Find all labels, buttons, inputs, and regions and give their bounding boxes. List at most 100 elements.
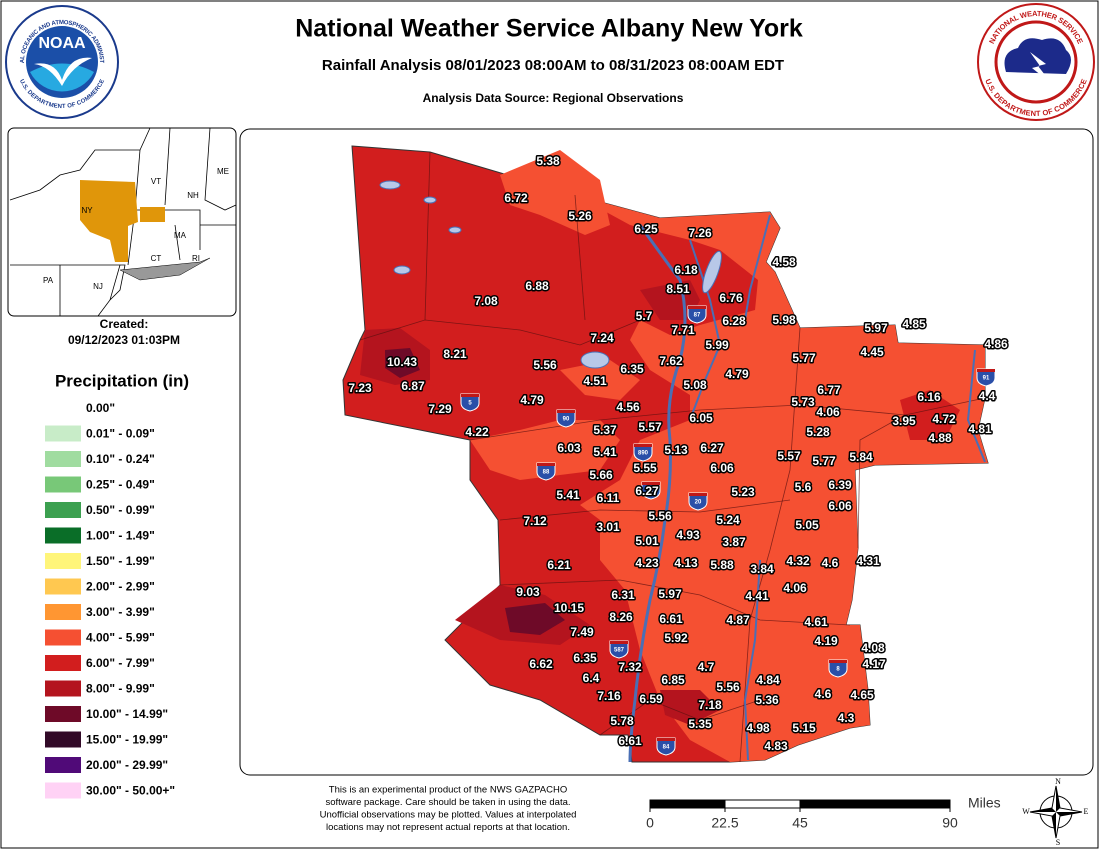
highway-number: 84 — [663, 745, 670, 751]
legend-swatch — [45, 578, 81, 595]
scale-unit: Miles — [968, 795, 1001, 811]
highway-number: 90 — [563, 417, 570, 423]
scale-segment — [724, 799, 801, 809]
legend-swatch — [45, 757, 81, 773]
disclaimer: This is an experimental product of the N… — [320, 785, 577, 834]
highway-number: 20 — [695, 500, 702, 506]
station-value: 5.26 — [568, 209, 592, 223]
subtitle: Rainfall Analysis 08/01/2023 08:00AM to … — [322, 57, 784, 74]
station-value: 4.85 — [902, 317, 926, 331]
title: National Weather Service Albany New York — [295, 15, 803, 43]
compass — [1029, 785, 1083, 839]
highway-number: 587 — [614, 648, 625, 654]
legend-label: 8.00" - 9.99" — [86, 682, 155, 696]
station-value: 4.61 — [804, 615, 828, 629]
legend-label: 0.10" - 0.24" — [86, 452, 155, 466]
station-value: 3.95 — [892, 414, 916, 428]
station-value: 8.21 — [443, 347, 467, 361]
station-value: 3.84 — [750, 562, 774, 576]
station-value: 5.6 — [795, 480, 812, 494]
legend-label: 1.00" - 1.49" — [86, 529, 155, 543]
station-value: 5.37 — [593, 423, 617, 437]
station-value: 4.22 — [465, 425, 489, 439]
legend-label: 3.00" - 3.99" — [86, 605, 155, 619]
station-value: 5.56 — [533, 358, 557, 372]
legend-swatch — [45, 527, 81, 544]
station-value: 6.31 — [611, 588, 635, 602]
station-value: 4.98 — [746, 721, 770, 735]
legend-swatch — [45, 706, 81, 722]
river — [743, 559, 761, 761]
state-label: NY — [81, 206, 93, 215]
legend-label: 0.00" — [86, 401, 115, 415]
legend-swatch — [45, 476, 81, 493]
disclaimer-line: This is an experimental product of the N… — [329, 785, 567, 796]
station-value: 5.36 — [755, 693, 779, 707]
station-value: 6.35 — [620, 362, 644, 376]
station-value: 6.59 — [639, 692, 663, 706]
highway-number: 787 — [646, 489, 657, 495]
compass-label: N — [1055, 777, 1061, 786]
station-value: 5.28 — [806, 425, 830, 439]
station-value: 6.18 — [674, 263, 698, 277]
station-value: 6.16 — [917, 390, 941, 404]
station-value: 6.28 — [722, 314, 746, 328]
state-label: NJ — [93, 282, 103, 291]
station-value: 4.72 — [932, 412, 956, 426]
station-value: 4.3 — [838, 711, 855, 725]
station-value: 4.51 — [583, 374, 607, 388]
station-value: 6.05 — [689, 411, 713, 425]
station-value: 5.66 — [589, 468, 613, 482]
station-value: 4.45 — [860, 345, 884, 359]
station-value: 4.13 — [674, 556, 698, 570]
shield-top — [642, 482, 660, 485]
station-value: 7.23 — [348, 381, 372, 395]
station-value: 6.72 — [504, 191, 528, 205]
station-value: 6.76 — [719, 291, 743, 305]
legend-swatch — [45, 655, 81, 671]
shield — [633, 443, 653, 462]
station-value: 8.26 — [609, 610, 633, 624]
station-value: 7.08 — [474, 294, 498, 308]
shield — [976, 368, 996, 387]
river — [744, 214, 771, 321]
station-value: 5.08 — [683, 378, 707, 392]
station-value: 4.41 — [745, 589, 769, 603]
station-value: 4.79 — [725, 367, 749, 381]
legend-swatch — [45, 451, 81, 467]
station-value: 5.77 — [812, 454, 836, 468]
station-value: 4.06 — [816, 405, 840, 419]
station-value: 5.77 — [792, 351, 816, 365]
disclaimer-line: Unofficial observations may be plotted. … — [320, 810, 577, 821]
station-value: 5.24 — [716, 513, 740, 527]
station-value: 6.03 — [557, 441, 581, 455]
river — [966, 349, 986, 463]
created-date: 09/12/2023 01:03PM — [68, 333, 180, 347]
station-value: 10.15 — [554, 601, 584, 615]
inset-map: ME VT NH NY MA CT RI PA NJ — [7, 127, 237, 317]
station-value: 4.6 — [822, 556, 839, 570]
compass-label: S — [1056, 838, 1060, 847]
station-value: 5.38 — [536, 154, 560, 168]
highway-number: 87 — [694, 313, 701, 319]
station-value: 6.77 — [817, 383, 841, 397]
stations: 5.38 6.72 5.26 6.25 7.26 4.58 6.18 8.51 6.76 7.08… — [347, 153, 1010, 755]
scale-bar: 0 22.5 45 90 Miles — [646, 795, 1001, 831]
noaa-text: NOAA — [38, 35, 86, 52]
shield-top — [688, 306, 706, 309]
station-value: 6.85 — [661, 673, 685, 687]
legend-swatch — [45, 629, 81, 646]
station-value: 6.11 — [597, 491, 620, 505]
station-value: 5.97 — [864, 321, 888, 335]
legend-label: 0.25" - 0.49" — [86, 478, 155, 492]
shield-top — [829, 660, 847, 663]
station-value: 4.31 — [856, 554, 880, 568]
river — [628, 224, 687, 763]
station-value: 5.84 — [849, 450, 873, 464]
station-value: 4.83 — [764, 739, 788, 753]
shield — [556, 409, 576, 428]
station-value: 3.87 — [722, 535, 746, 549]
legend-label: 0.01" - 0.09" — [86, 427, 155, 441]
station-value: 4.84 — [756, 673, 780, 687]
legend-swatch — [45, 502, 81, 518]
